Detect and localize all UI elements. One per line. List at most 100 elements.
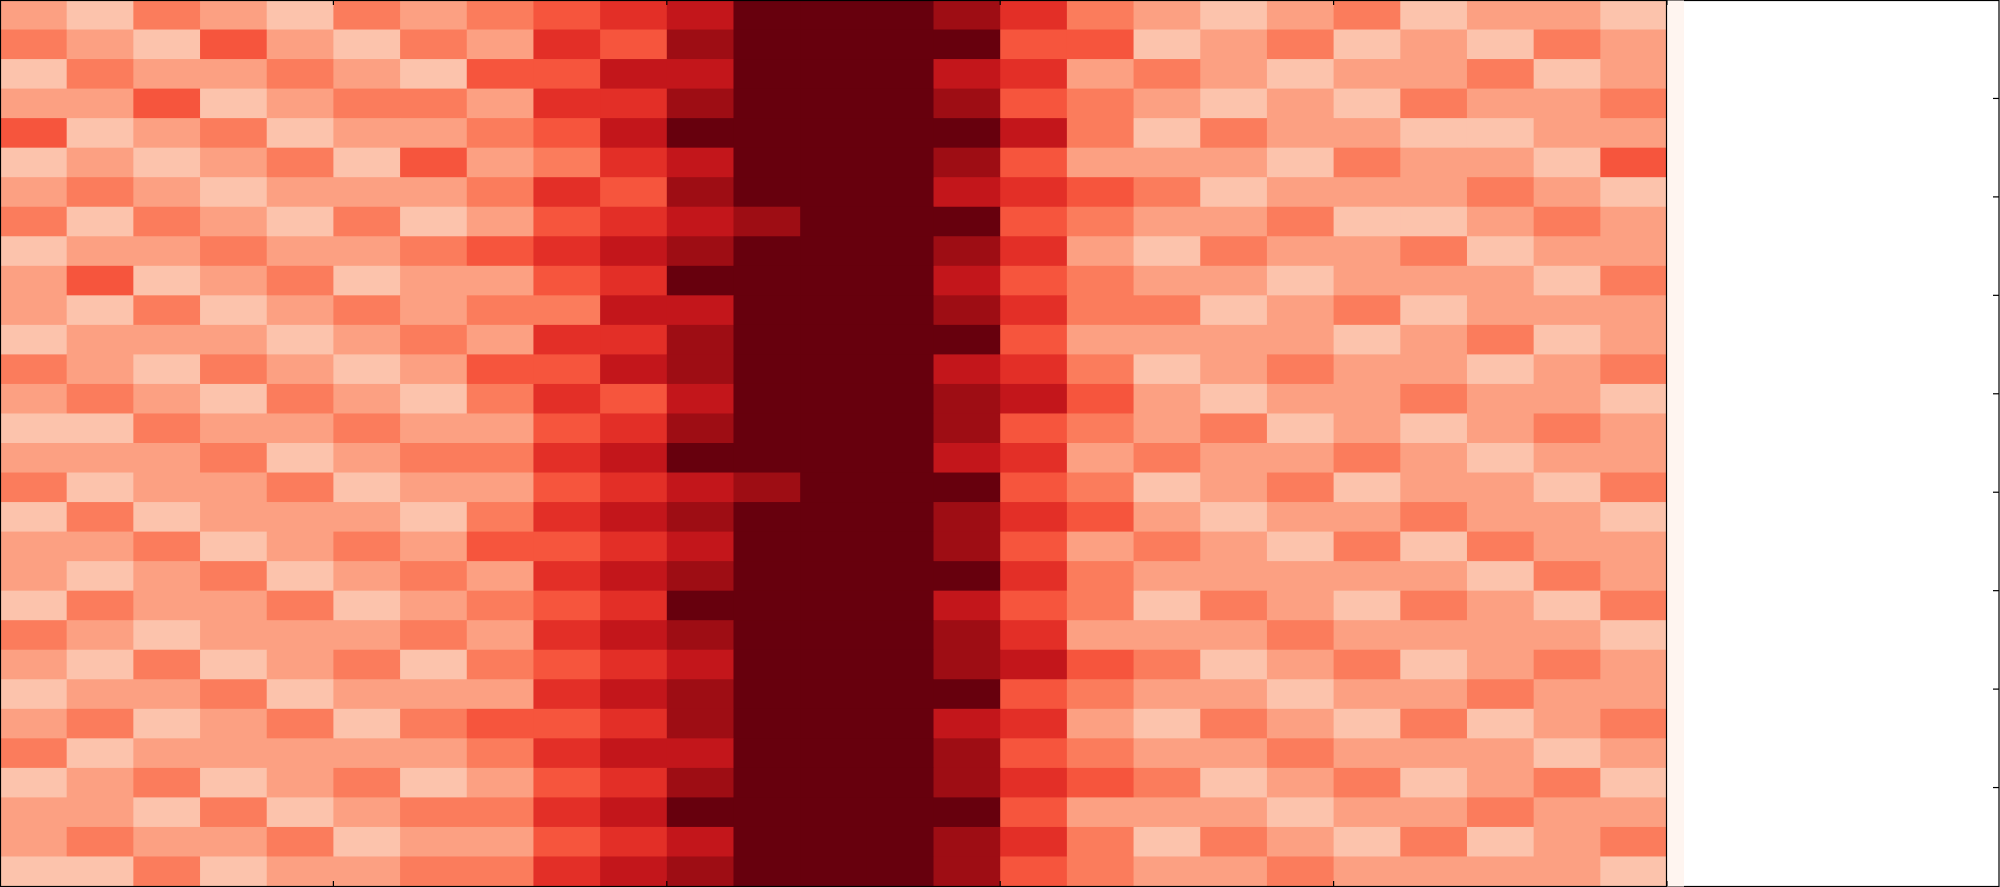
heat-cell	[1133, 354, 1201, 385]
heat-cell	[400, 59, 468, 90]
heat-cell	[66, 295, 134, 326]
heat-cell	[1000, 738, 1068, 769]
heat-cell	[933, 295, 1001, 326]
heat-cell	[466, 206, 534, 237]
heat-cell	[1066, 29, 1135, 60]
heat-cell	[866, 649, 935, 680]
heat-cell	[733, 620, 801, 651]
heat-cell	[400, 502, 468, 533]
heat-cell	[600, 295, 668, 326]
heat-cell	[1200, 413, 1268, 444]
heat-cell	[1400, 531, 1468, 562]
heat-cell	[266, 59, 334, 90]
heat-cell	[0, 767, 68, 798]
heat-cell	[600, 59, 668, 90]
heat-cell	[66, 472, 134, 503]
heat-cell	[466, 590, 534, 621]
heat-cell	[1533, 177, 1601, 208]
heat-cell	[666, 324, 734, 355]
heat-cell	[1466, 118, 1535, 149]
heat-cell	[333, 59, 401, 90]
heat-cell	[1533, 708, 1601, 739]
heat-cell	[866, 0, 935, 31]
heat-cell	[1600, 29, 1668, 60]
heat-cell	[666, 354, 734, 385]
heat-cell	[800, 590, 868, 621]
heat-cell	[266, 502, 334, 533]
heat-cell	[1333, 531, 1401, 562]
heat-cell	[1200, 797, 1268, 828]
heat-cell	[866, 826, 935, 857]
heat-cell	[1400, 826, 1468, 857]
heat-cell	[600, 708, 668, 739]
heat-cell	[1000, 708, 1068, 739]
heat-cell	[1066, 531, 1135, 562]
heat-cell	[1466, 826, 1535, 857]
heat-cell	[1066, 856, 1135, 887]
heat-cell	[400, 561, 468, 592]
heat-cell	[1066, 147, 1135, 178]
heat-cell	[266, 649, 334, 680]
heat-cell	[1400, 502, 1468, 533]
heat-cell	[733, 590, 801, 621]
heat-cell	[133, 354, 201, 385]
heat-cell	[1000, 649, 1068, 680]
heat-cell	[0, 354, 68, 385]
heat-cell	[1600, 561, 1668, 592]
heat-cell	[1400, 443, 1468, 474]
heat-cell	[733, 649, 801, 680]
heat-cell	[400, 472, 468, 503]
heat-cell	[1333, 59, 1401, 90]
heat-cell	[933, 118, 1001, 149]
heat-cell	[66, 679, 134, 710]
heat-cell	[866, 206, 935, 237]
heat-cell	[1000, 620, 1068, 651]
heat-cell	[866, 29, 935, 60]
heat-cell	[666, 443, 734, 474]
heat-cell	[866, 177, 935, 208]
heat-cell	[733, 531, 801, 562]
heat-cell	[733, 354, 801, 385]
heat-cell	[933, 826, 1001, 857]
heat-cell	[1133, 502, 1201, 533]
heat-cell	[1600, 531, 1668, 562]
heat-cell	[1600, 0, 1668, 31]
heat-cell	[1200, 590, 1268, 621]
heat-cell	[400, 413, 468, 444]
heat-cell	[866, 265, 935, 296]
heat-cell	[533, 265, 601, 296]
heat-cell	[200, 443, 268, 474]
heat-cell	[1066, 0, 1135, 31]
heat-cell	[1066, 472, 1135, 503]
heat-cell	[866, 118, 935, 149]
heat-cell	[1066, 679, 1135, 710]
heat-cell	[933, 236, 1001, 267]
heat-cell	[266, 443, 334, 474]
heat-cell	[1266, 738, 1335, 769]
heat-cell	[266, 826, 334, 857]
heat-cell	[66, 147, 134, 178]
heat-cell	[933, 590, 1001, 621]
heat-cell	[1200, 206, 1268, 237]
heat-cell	[666, 620, 734, 651]
heat-cell	[1400, 295, 1468, 326]
heat-cell	[200, 738, 268, 769]
heat-cell	[1266, 767, 1335, 798]
heat-cell	[66, 236, 134, 267]
heat-cell	[1333, 383, 1401, 414]
heat-cell	[1066, 59, 1135, 90]
heat-cell	[666, 265, 734, 296]
heat-cell	[133, 236, 201, 267]
heat-cell	[1600, 590, 1668, 621]
heat-cell	[200, 413, 268, 444]
heat-cell	[1533, 561, 1601, 592]
heat-cell	[1266, 856, 1335, 887]
heat-cell	[666, 856, 734, 887]
heat-cell	[866, 679, 935, 710]
heat-cell	[533, 0, 601, 31]
heat-cell	[1200, 147, 1268, 178]
heat-cell	[866, 856, 935, 887]
heat-cell	[1000, 413, 1068, 444]
heat-cell	[0, 620, 68, 651]
heat-cell	[1533, 59, 1601, 90]
